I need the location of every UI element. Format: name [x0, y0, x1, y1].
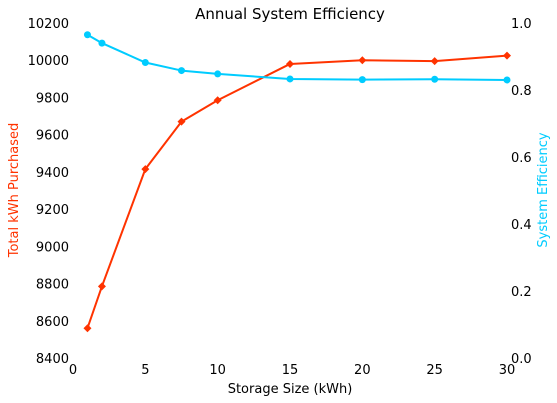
right-y-tick-label: 0.6 — [511, 151, 532, 166]
data-point-system-efficiency — [431, 75, 439, 83]
left-y-tick-label: 9800 — [36, 91, 69, 106]
data-point-system-efficiency — [98, 39, 106, 47]
data-point-system-efficiency — [286, 75, 294, 83]
x-tick-label: 5 — [141, 363, 149, 378]
series-line-system-efficiency — [86, 33, 508, 81]
x-axis-ticks: 0 5 10 15 20 25 30 — [69, 363, 515, 378]
right-y-axis-title: System Efficiency — [536, 132, 551, 248]
x-tick-label: 0 — [69, 363, 77, 378]
data-point-system-efficiency — [214, 70, 222, 78]
data-point-system-efficiency — [83, 31, 91, 39]
right-y-tick-label: 0.4 — [511, 218, 532, 233]
data-point-total-kwh-purchased — [358, 56, 367, 65]
data-point-system-efficiency — [178, 67, 185, 75]
left-y-axis-ticks: 8400 8600 8800 9000 9200 9400 9600 9800 10000 102… — [28, 17, 69, 367]
x-axis-title: Storage Size (kWh) — [228, 382, 353, 397]
right-y-tick-label: 1.0 — [511, 17, 532, 32]
data-point-total-kwh-purchased — [83, 324, 92, 333]
x-tick-label: 25 — [426, 363, 443, 378]
right-y-tick-label: 0.8 — [511, 84, 532, 99]
right-y-tick-label: 0.0 — [511, 352, 532, 367]
left-y-tick-label: 10000 — [28, 54, 69, 69]
left-y-tick-label: 8600 — [36, 315, 69, 330]
data-point-total-kwh-purchased — [97, 282, 106, 291]
right-y-tick-label: 0.2 — [511, 285, 532, 300]
x-tick-label: 15 — [282, 363, 299, 378]
left-y-tick-label: 9400 — [36, 166, 69, 181]
data-point-total-kwh-purchased — [503, 51, 511, 60]
left-y-tick-label: 9600 — [36, 129, 69, 144]
chart-title: Annual System Efficiency — [195, 5, 385, 23]
left-y-tick-label: 10200 — [28, 17, 69, 32]
left-y-tick-label: 9200 — [36, 203, 69, 218]
series-system-efficiency — [83, 31, 511, 84]
data-point-total-kwh-purchased — [177, 117, 186, 126]
left-y-tick-label: 9000 — [36, 240, 69, 255]
data-point-total-kwh-purchased — [213, 96, 222, 105]
series-line-total-kwh-purchased — [86, 54, 508, 329]
data-point-total-kwh-purchased — [141, 165, 150, 174]
left-y-tick-label: 8800 — [36, 278, 69, 293]
right-y-axis-ticks: 0.0 0.2 0.4 0.6 0.8 1.0 — [511, 17, 532, 367]
data-point-system-efficiency — [503, 76, 511, 84]
x-tick-label: 20 — [354, 363, 371, 378]
data-point-system-efficiency — [358, 76, 366, 84]
data-point-total-kwh-purchased — [430, 57, 439, 66]
left-y-tick-label: 8400 — [36, 352, 69, 367]
x-tick-label: 30 — [499, 363, 516, 378]
data-point-system-efficiency — [141, 59, 149, 67]
x-tick-label: 10 — [209, 363, 226, 378]
left-y-axis-title: Total kWh Purchased — [7, 123, 22, 259]
series-total-kwh-purchased — [83, 51, 511, 333]
data-point-total-kwh-purchased — [286, 59, 294, 68]
series-layer — [83, 31, 511, 333]
